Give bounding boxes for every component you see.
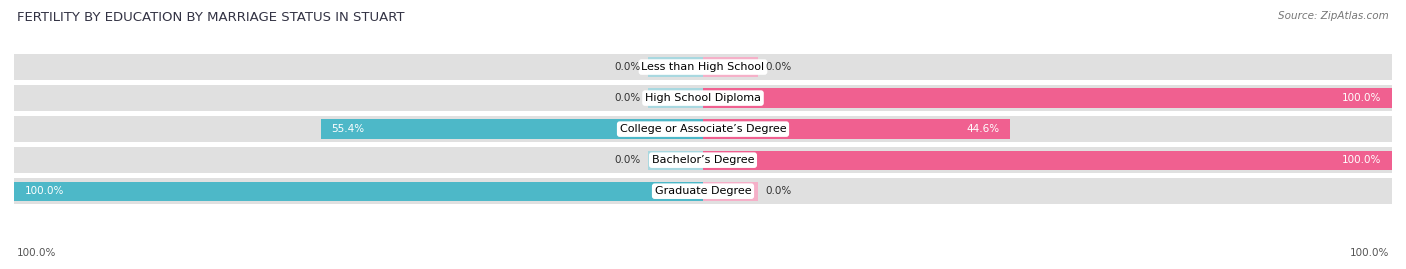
Text: 0.0%: 0.0% — [765, 62, 792, 72]
Bar — [14, 147, 1392, 173]
Bar — [648, 89, 703, 108]
Text: College or Associate’s Degree: College or Associate’s Degree — [620, 124, 786, 134]
Text: Graduate Degree: Graduate Degree — [655, 186, 751, 196]
Text: 0.0%: 0.0% — [614, 155, 641, 165]
Bar — [703, 89, 1392, 108]
Text: High School Diploma: High School Diploma — [645, 93, 761, 103]
Text: 55.4%: 55.4% — [332, 124, 364, 134]
Text: FERTILITY BY EDUCATION BY MARRIAGE STATUS IN STUART: FERTILITY BY EDUCATION BY MARRIAGE STATU… — [17, 11, 405, 24]
Text: 44.6%: 44.6% — [967, 124, 1000, 134]
Bar — [14, 182, 703, 201]
Bar — [648, 151, 703, 170]
Text: Bachelor’s Degree: Bachelor’s Degree — [652, 155, 754, 165]
Text: 0.0%: 0.0% — [614, 93, 641, 103]
Text: Source: ZipAtlas.com: Source: ZipAtlas.com — [1278, 11, 1389, 21]
Text: 0.0%: 0.0% — [765, 186, 792, 196]
Text: 100.0%: 100.0% — [1343, 155, 1382, 165]
Text: 100.0%: 100.0% — [1343, 93, 1382, 103]
Bar — [703, 151, 1392, 170]
Bar — [703, 57, 758, 77]
Text: 100.0%: 100.0% — [17, 248, 56, 258]
Text: 100.0%: 100.0% — [1350, 248, 1389, 258]
Bar — [648, 57, 703, 77]
Text: 100.0%: 100.0% — [24, 186, 63, 196]
Bar — [14, 116, 1392, 142]
Text: Less than High School: Less than High School — [641, 62, 765, 72]
Bar — [322, 119, 703, 139]
Bar — [703, 182, 758, 201]
Bar — [14, 54, 1392, 80]
Bar — [14, 85, 1392, 111]
Bar — [703, 119, 1011, 139]
Text: 0.0%: 0.0% — [614, 62, 641, 72]
Bar — [14, 178, 1392, 204]
